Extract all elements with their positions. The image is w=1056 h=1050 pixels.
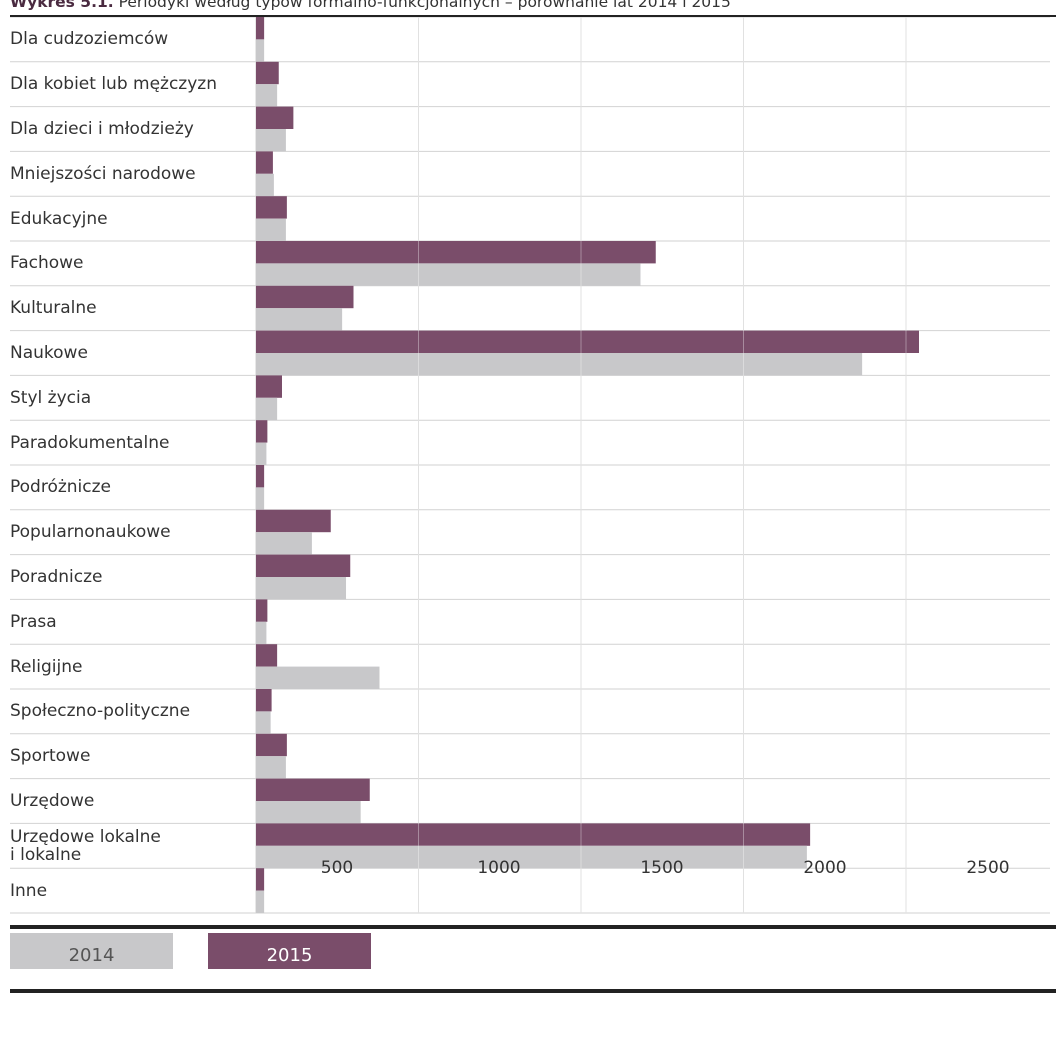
category-label: Podróżnicze xyxy=(10,478,250,496)
category-label-line: Mniejszości narodowe xyxy=(10,163,196,184)
bar-2015-5 xyxy=(256,241,656,264)
category-label: Dla kobiet lub mężczyzn xyxy=(10,75,250,93)
category-label-line: Styl życia xyxy=(10,387,92,408)
category-label-line: Popularnonaukowe xyxy=(10,522,171,543)
category-label: Popularnonaukowe xyxy=(10,523,250,541)
bar-2014-17 xyxy=(256,801,361,824)
category-label: Styl życia xyxy=(10,389,250,407)
chart-caption: Wykres 5.1. Periodyki według typów forma… xyxy=(10,0,1050,11)
bar-2015-9 xyxy=(256,420,268,443)
category-label-line: Kulturalne xyxy=(10,298,97,319)
category-label-line: Urzędowe xyxy=(10,791,95,811)
category-label: Fachowe xyxy=(10,254,250,272)
legend-item-2014: 2014 xyxy=(10,933,173,969)
category-label-line: Społeczno-polityczne xyxy=(10,701,191,722)
category-label-line: Urzędowe lokalne xyxy=(10,826,161,847)
bar-2015-18 xyxy=(256,823,811,846)
bar-2015-11 xyxy=(256,509,331,533)
bar-2014-18 xyxy=(256,845,807,869)
bar-2014-13 xyxy=(256,621,267,645)
x-tick-1500: 1500 xyxy=(640,858,684,878)
bar-2014-0 xyxy=(256,39,265,62)
category-label: Dla cudzoziemców xyxy=(10,30,250,48)
bar-2015-19 xyxy=(256,868,265,891)
category-label: Sportowe xyxy=(10,747,250,765)
bar-2014-16 xyxy=(256,756,286,779)
bar-2015-0 xyxy=(256,17,265,40)
bar-2014-14 xyxy=(256,666,380,689)
bar-2014-19 xyxy=(256,890,265,913)
bar-2015-16 xyxy=(256,733,287,757)
category-label-line: Edukacyjne xyxy=(10,208,108,229)
bar-2015-15 xyxy=(256,689,272,712)
bar-2015-17 xyxy=(256,778,370,801)
bar-2014-2 xyxy=(256,129,286,152)
bar-2014-4 xyxy=(256,218,286,241)
category-label: Kulturalne xyxy=(10,299,250,317)
category-label-line: Sportowe xyxy=(10,746,91,767)
bar-2015-1 xyxy=(256,61,279,85)
category-label-line: Religijne xyxy=(10,656,83,677)
x-tick-2500: 2500 xyxy=(966,858,1010,878)
category-label: Urzędowe lokalne i lokalne xyxy=(10,828,250,864)
category-label-line: Prasa xyxy=(10,611,57,632)
bar-2014-6 xyxy=(256,308,343,331)
bar-2015-4 xyxy=(256,196,287,219)
caption-text: Periodyki według typów formalno-funkcjon… xyxy=(113,0,731,11)
bar-2015-2 xyxy=(256,106,294,129)
category-label: Społeczno-polityczne xyxy=(10,702,250,720)
category-label: Edukacyjne xyxy=(10,210,250,228)
category-label-line: Dla kobiet lub mężczyzn xyxy=(10,74,217,95)
bar-2015-10 xyxy=(256,465,265,488)
category-label-line: Naukowe xyxy=(10,343,88,363)
category-label: Urzędowe xyxy=(10,792,250,810)
bar-2014-11 xyxy=(256,532,312,555)
category-label-line: Fachowe xyxy=(10,253,84,274)
category-label-line: Paradokumentalne xyxy=(10,432,170,453)
bar-2014-3 xyxy=(256,173,274,197)
bar-2014-5 xyxy=(256,263,641,286)
category-label-line: i lokalne xyxy=(10,844,82,865)
bar-2015-6 xyxy=(256,285,354,309)
bar-2014-15 xyxy=(256,711,271,734)
category-label: Poradnicze xyxy=(10,568,250,586)
category-label: Inne xyxy=(10,882,250,900)
caption-prefix: Wykres 5.1. xyxy=(10,0,114,11)
bar-2014-1 xyxy=(256,84,278,107)
x-tick-500: 500 xyxy=(320,858,354,878)
category-label-line: Inne xyxy=(10,880,48,901)
category-label: Prasa xyxy=(10,613,250,631)
bar-2015-14 xyxy=(256,644,278,667)
bar-2014-12 xyxy=(256,577,347,600)
category-label-line: Podróżnicze xyxy=(10,477,112,498)
category-label-line: Dla dzieci i młodzieży xyxy=(10,119,194,139)
x-tick-1000: 1000 xyxy=(477,858,521,878)
category-label: Mniejszości narodowe xyxy=(10,165,250,183)
bar-2014-9 xyxy=(256,442,267,465)
category-label: Dla dzieci i młodzieży xyxy=(10,120,250,138)
bar-2014-8 xyxy=(256,397,278,421)
bar-2014-7 xyxy=(256,353,863,376)
category-label: Naukowe xyxy=(10,344,250,362)
bar-2015-3 xyxy=(256,151,273,174)
bar-2015-13 xyxy=(256,599,268,622)
bar-2015-8 xyxy=(256,375,282,398)
bar-2015-7 xyxy=(256,330,919,353)
category-label-line: Poradnicze xyxy=(10,567,103,587)
bar-2015-12 xyxy=(256,554,351,577)
category-label: Religijne xyxy=(10,658,250,676)
category-label: Paradokumentalne xyxy=(10,434,250,452)
bar-2014-10 xyxy=(256,487,265,510)
x-tick-2000: 2000 xyxy=(803,858,847,878)
category-label-line: Dla cudzoziemców xyxy=(10,29,169,50)
legend-item-2015: 2015 xyxy=(208,933,371,969)
